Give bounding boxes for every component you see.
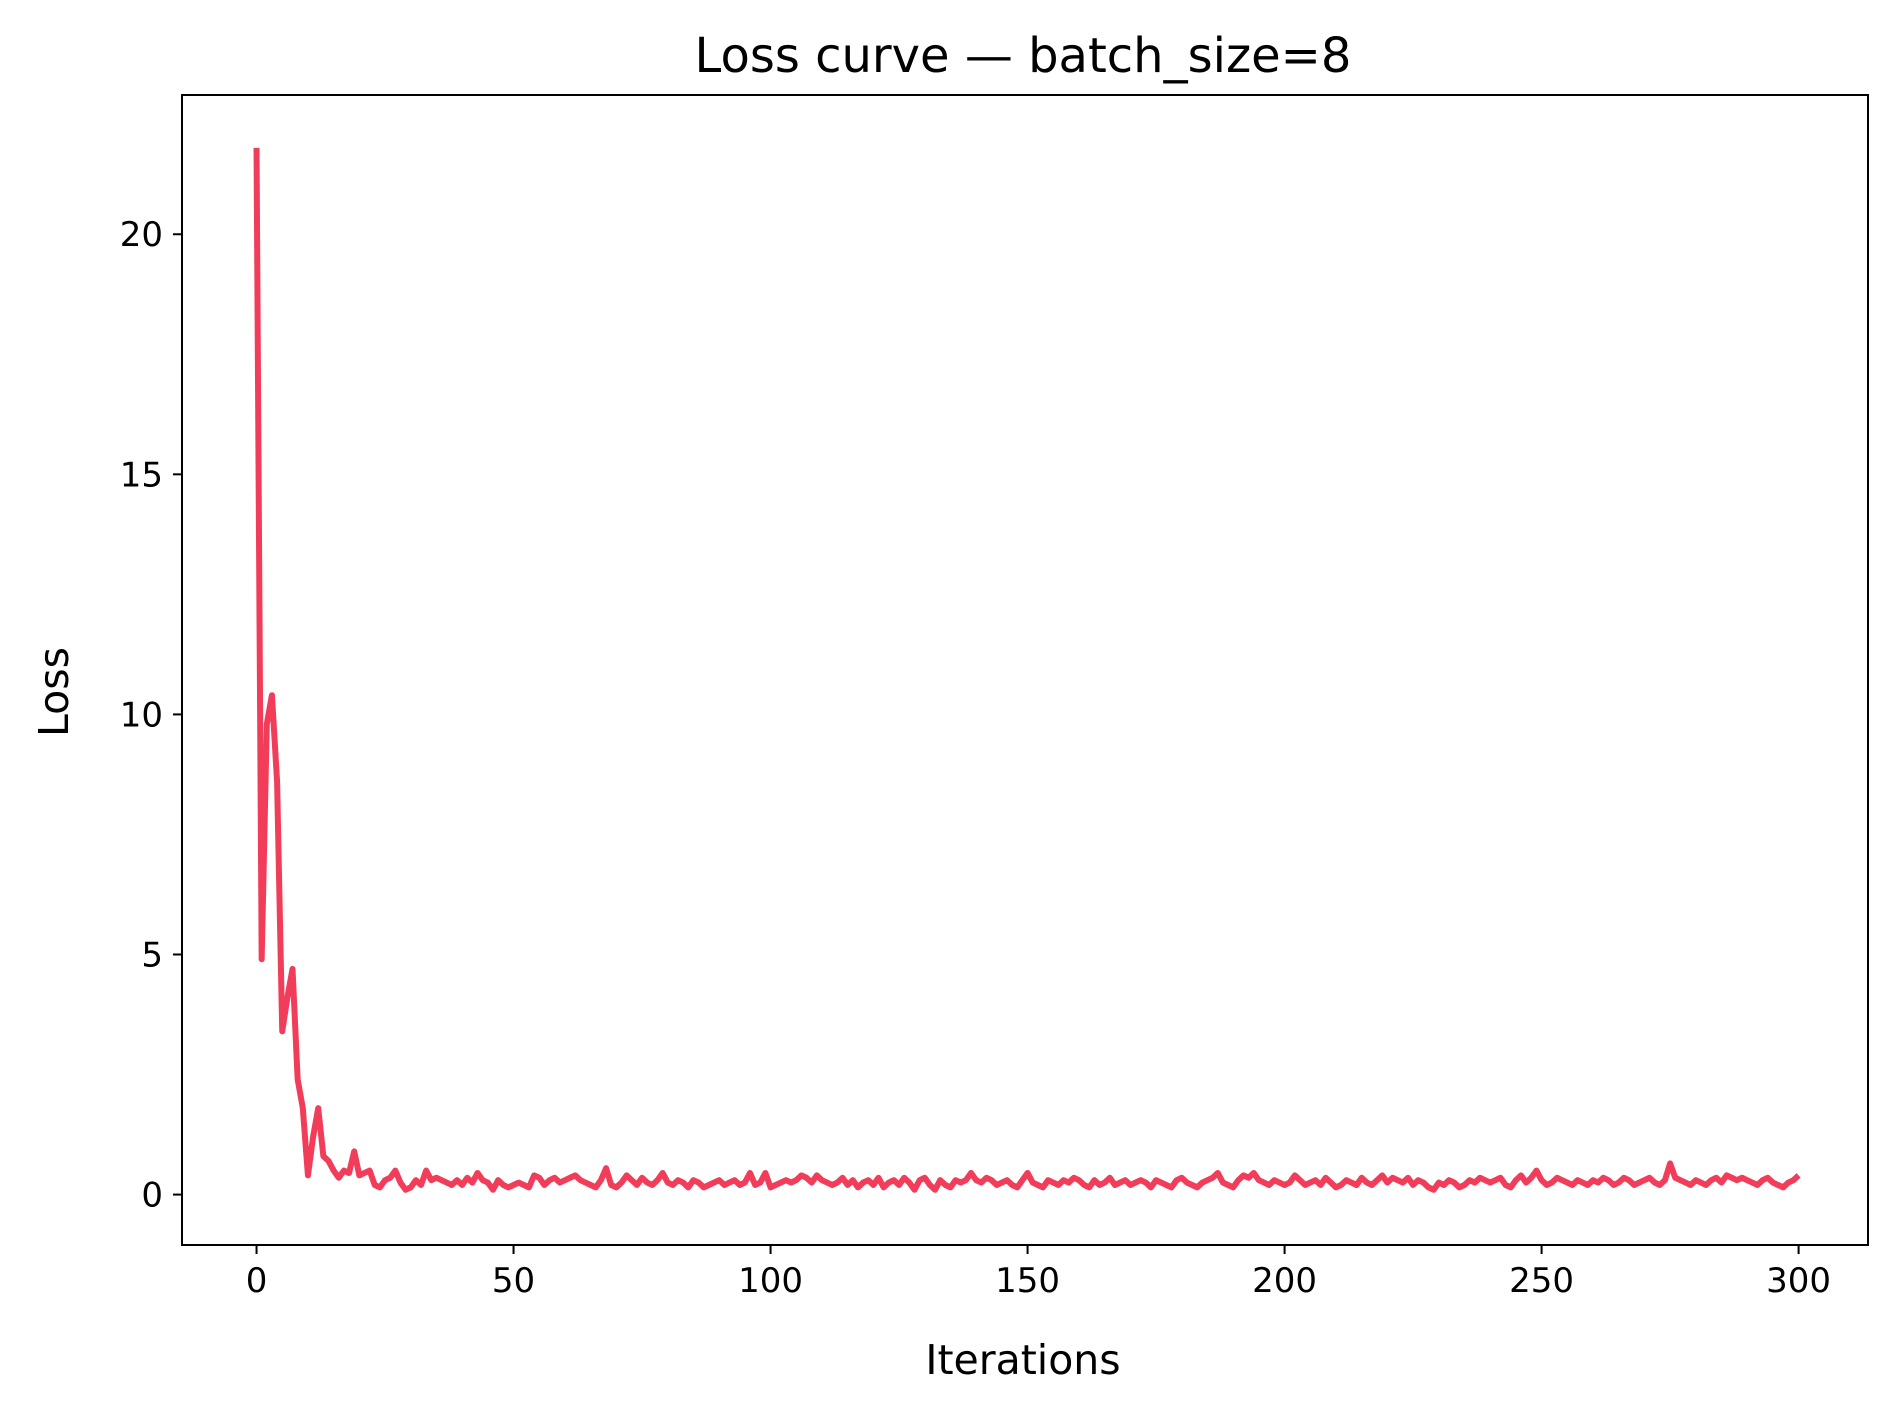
chart-title: Loss curve — batch_size=8 xyxy=(695,28,1352,84)
y-tick-label: 0 xyxy=(141,1176,163,1216)
y-tick-label: 10 xyxy=(120,695,163,735)
x-axis-label: Iterations xyxy=(925,1336,1120,1384)
x-tick-label: 250 xyxy=(1509,1261,1574,1301)
x-tick-label: 100 xyxy=(738,1261,803,1301)
x-tick-label: 150 xyxy=(995,1261,1060,1301)
x-tick-label: 300 xyxy=(1766,1261,1831,1301)
x-tick-label: 200 xyxy=(1252,1261,1317,1301)
y-tick-label: 15 xyxy=(120,455,163,495)
x-tick-label: 0 xyxy=(246,1261,268,1301)
plot-area: 0 50 100 150 200 250 300 0 5 10 15 20 xyxy=(120,94,1869,1301)
series-line-0 xyxy=(253,147,1801,1193)
y-axis-label: Loss xyxy=(30,647,78,737)
x-tick-label: 50 xyxy=(492,1261,535,1301)
axes-frame xyxy=(181,94,1869,1246)
y-tick-label: 20 xyxy=(120,215,163,255)
y-tick-label: 5 xyxy=(141,935,163,975)
